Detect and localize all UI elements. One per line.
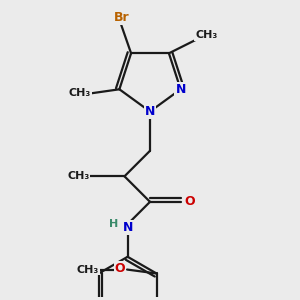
Text: O: O (115, 262, 125, 275)
Text: N: N (122, 221, 133, 234)
Text: N: N (145, 105, 155, 118)
Text: O: O (184, 195, 195, 208)
Text: N: N (176, 83, 186, 96)
Text: CH₃: CH₃ (69, 88, 91, 98)
Text: Br: Br (113, 11, 129, 25)
Text: H: H (109, 219, 118, 229)
Text: CH₃: CH₃ (67, 171, 89, 181)
Text: CH₃: CH₃ (195, 30, 217, 40)
Text: CH₃: CH₃ (77, 265, 99, 275)
